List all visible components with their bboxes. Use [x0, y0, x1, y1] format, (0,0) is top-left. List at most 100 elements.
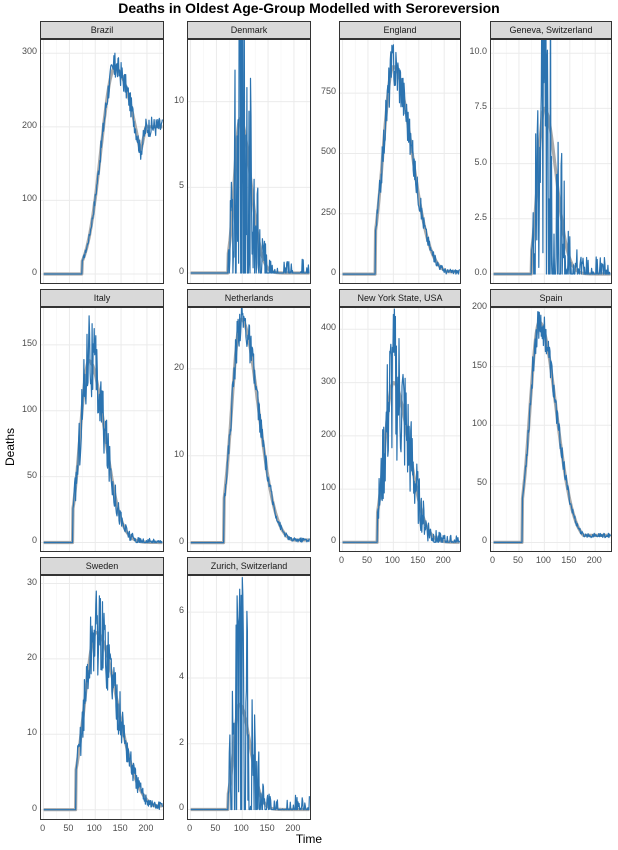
facet-strip-label: Zurich, Switzerland: [187, 557, 311, 575]
facet-plot-area: [41, 308, 163, 551]
facet-strip-label: Italy: [40, 289, 164, 307]
facet-panel: [187, 575, 311, 820]
y-tick-label: 150: [471, 359, 487, 370]
observed-series-line: [190, 40, 310, 274]
facet-strip-label: Denmark: [187, 21, 311, 39]
facet-strip-label: New York State, USA: [339, 289, 461, 307]
x-axis-title: Time: [295, 832, 323, 846]
x-tick-label: 200: [285, 823, 301, 833]
model-series-line: [341, 381, 460, 544]
y-tick-label: 0: [178, 802, 184, 813]
facet-strip-label: Brazil: [40, 21, 164, 39]
y-tick-label: 0: [31, 802, 37, 813]
model-series-line: [189, 702, 310, 812]
model-series-line: [492, 320, 611, 544]
y-tick-label: 100: [21, 403, 37, 414]
facet-plot-area: [340, 40, 460, 283]
facet-plot-area: [188, 576, 310, 819]
y-tick-label: 0: [31, 266, 37, 277]
facet-panel: [490, 307, 612, 552]
x-tick-label: 100: [384, 555, 400, 565]
facet-strip-label: Geneva, Switzerland: [490, 21, 612, 39]
facet-panel: [40, 307, 164, 552]
y-tick-label: 150: [21, 337, 37, 348]
facet-panel: [40, 575, 164, 820]
y-tick-label: 750: [320, 86, 336, 97]
observed-series-line: [342, 44, 460, 275]
x-tick-label: 200: [138, 823, 154, 833]
y-tick-label: 300: [21, 46, 37, 57]
facet-panel: [187, 39, 311, 284]
observed-series-line: [342, 308, 460, 543]
x-tick-label: 150: [410, 555, 426, 565]
y-tick-label: 500: [320, 146, 336, 157]
x-tick-label: 0: [187, 823, 193, 833]
x-tick-label: 0: [490, 555, 496, 565]
observed-series-line: [493, 40, 611, 275]
observed-series-line: [43, 315, 163, 544]
x-tick-label: 150: [112, 823, 128, 833]
x-tick-label: 100: [233, 823, 249, 833]
x-tick-label: 100: [535, 555, 551, 565]
y-tick-label: 100: [21, 193, 37, 204]
observed-series-line: [493, 311, 611, 543]
x-tick-label: 200: [586, 555, 602, 565]
facet-strip-label: Spain: [490, 289, 612, 307]
x-tick-label: 50: [512, 555, 523, 565]
facet-strip-label: Sweden: [40, 557, 164, 575]
y-tick-label: 20: [173, 361, 184, 372]
x-tick-label: 0: [40, 823, 46, 833]
x-tick-label: 0: [339, 555, 345, 565]
facet-panel: [187, 307, 311, 552]
y-tick-label: 0.0: [474, 266, 487, 277]
y-tick-label: 200: [471, 301, 487, 311]
y-tick-label: 5: [178, 180, 184, 191]
x-tick-label: 200: [435, 555, 451, 565]
model-series-line: [42, 359, 163, 545]
observed-series-line: [43, 590, 163, 811]
x-tick-label: 100: [86, 823, 102, 833]
facet-plot-area: [491, 40, 611, 283]
y-tick-label: 10: [173, 448, 184, 459]
y-tick-label: 50: [476, 476, 487, 487]
y-tick-label: 50: [26, 469, 37, 480]
facet-plot-area: [41, 576, 163, 819]
y-tick-label: 4: [178, 670, 184, 681]
y-axis-title: Deaths: [3, 427, 17, 467]
y-tick-label: 10: [173, 94, 184, 105]
y-tick-label: 10.0: [469, 46, 487, 57]
chart-title: Deaths in Oldest Age-Group Modelled with…: [118, 0, 500, 16]
facet-plot-area: [491, 308, 611, 551]
facet-panel: [339, 39, 461, 284]
y-tick-label: 100: [471, 418, 487, 429]
y-tick-label: 0: [330, 535, 336, 546]
y-tick-label: 0: [31, 535, 37, 546]
y-tick-label: 300: [320, 375, 336, 386]
y-tick-label: 7.5: [474, 101, 487, 112]
y-tick-label: 0: [481, 535, 487, 546]
facet-strip-label: England: [339, 21, 461, 39]
y-tick-label: 400: [320, 322, 336, 333]
y-tick-label: 2: [178, 736, 184, 747]
facet-panel: [339, 307, 461, 552]
y-tick-label: 10: [26, 727, 37, 738]
facet-plot-area: [188, 308, 310, 551]
x-tick-label: 50: [210, 823, 221, 833]
facet-strip-label: Netherlands: [187, 289, 311, 307]
x-tick-label: 50: [361, 555, 372, 565]
facet-plot-area: [340, 308, 460, 551]
x-tick-label: 50: [63, 823, 74, 833]
facet-plot-area: [188, 40, 310, 283]
y-tick-label: 200: [320, 428, 336, 439]
y-tick-label: 0: [330, 267, 336, 278]
y-tick-label: 20: [26, 651, 37, 662]
y-tick-label: 2.5: [474, 211, 487, 222]
y-tick-label: 250: [320, 206, 336, 217]
y-tick-label: 100: [320, 482, 336, 493]
x-tick-label: 150: [259, 823, 275, 833]
observed-series-line: [43, 52, 163, 275]
y-tick-label: 5.0: [474, 156, 487, 167]
model-series-line: [42, 66, 163, 276]
facet-panel: [490, 39, 612, 284]
facet-panel: [40, 39, 164, 284]
